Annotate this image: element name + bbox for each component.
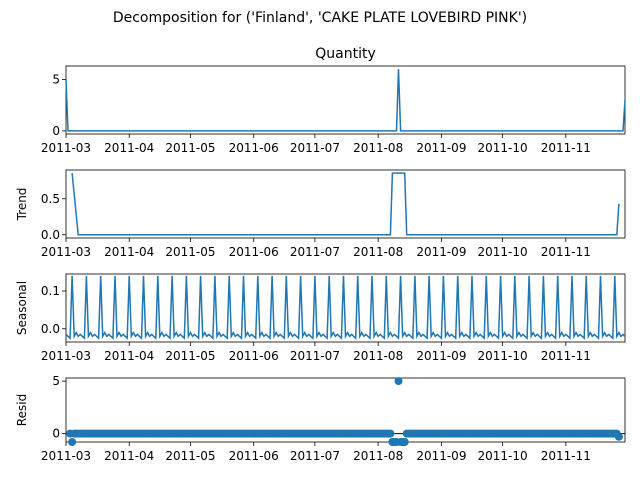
- series-line: [65, 275, 626, 340]
- xtick-label: 2011-11: [541, 449, 591, 463]
- plot-frame: [65, 169, 626, 239]
- xtick-label: 2011-05: [165, 245, 215, 259]
- xtick-label: 2011-04: [104, 449, 154, 463]
- xtick-label: 2011-07: [290, 349, 340, 363]
- scatter-point: [386, 429, 395, 438]
- plot-frame: [65, 65, 626, 135]
- xtick-label: 2011-03: [41, 349, 91, 363]
- ytick-label: 5: [52, 374, 60, 388]
- xtick-label: 2011-05: [165, 449, 215, 463]
- ytick-label: 0: [52, 124, 60, 138]
- xtick-label: 2011-05: [165, 141, 215, 155]
- xtick-label: 2011-11: [541, 349, 591, 363]
- xtick-label: 2011-06: [229, 349, 279, 363]
- ylabel: Seasonal: [15, 281, 29, 335]
- series-line: [65, 69, 626, 132]
- panel-2: Seasonal 0.0 0.1 2011-03 2011-04 2011-05 2011-…: [15, 273, 626, 363]
- xtick-label: 2011-10: [478, 141, 528, 155]
- xtick-label: 2011-03: [41, 449, 91, 463]
- scatter-point: [400, 438, 409, 446]
- xtick-label: 2011-03: [41, 141, 91, 155]
- scatter-point: [68, 438, 77, 446]
- xtick-label: 2011-03: [41, 245, 91, 259]
- xtick-label: 2011-09: [416, 141, 466, 155]
- panel-0: Quantity 0 5 2011-03 2011-04 2011-05 2011-06 20…: [41, 46, 626, 155]
- xtick-label: 2011-06: [229, 449, 279, 463]
- xtick-label: 2011-06: [229, 245, 279, 259]
- plot-frame: [65, 377, 626, 443]
- xtick-label: 2011-10: [478, 349, 528, 363]
- xtick-label: 2011-05: [165, 349, 215, 363]
- panel-1: Trend 0.0 0.5 2011-03 2011-04 2011-05 2011-06 2…: [15, 169, 626, 259]
- xtick-label: 2011-04: [104, 245, 154, 259]
- panel-3: Resid 0 5 2011-03 2011-04 2011-05 2011-06 2011-…: [15, 374, 626, 463]
- ytick-label: 0.0: [41, 228, 60, 242]
- xtick-label: 2011-07: [290, 141, 340, 155]
- xtick-label: 2011-08: [353, 349, 403, 363]
- xtick-label: 2011-09: [416, 245, 466, 259]
- xtick-label: 2011-09: [416, 449, 466, 463]
- xtick-label: 2011-08: [353, 141, 403, 155]
- series-line: [71, 172, 620, 236]
- xtick-label: 2011-10: [478, 449, 528, 463]
- ylabel: Trend: [15, 188, 29, 222]
- xtick-label: 2011-04: [104, 349, 154, 363]
- ylabel: Resid: [15, 394, 29, 426]
- panel-title: Quantity: [315, 46, 376, 62]
- xtick-label: 2011-07: [290, 245, 340, 259]
- xtick-label: 2011-06: [229, 141, 279, 155]
- figure-suptitle: Decomposition for ('Finland', 'CAKE PLAT…: [113, 10, 527, 26]
- scatter-point: [614, 432, 623, 441]
- ytick-label: 0.5: [41, 192, 60, 206]
- scatter-point: [394, 377, 403, 386]
- xtick-label: 2011-08: [353, 245, 403, 259]
- ytick-label: 0.1: [41, 284, 60, 298]
- ytick-label: 0.0: [41, 322, 60, 336]
- xtick-label: 2011-11: [541, 141, 591, 155]
- xtick-label: 2011-07: [290, 449, 340, 463]
- ytick-label: 0: [52, 427, 60, 441]
- xtick-label: 2011-10: [478, 245, 528, 259]
- xtick-label: 2011-04: [104, 141, 154, 155]
- ytick-label: 5: [52, 72, 60, 86]
- xtick-label: 2011-11: [541, 245, 591, 259]
- xtick-label: 2011-09: [416, 349, 466, 363]
- plot-frame: [65, 273, 626, 343]
- panels: Quantity 0 5 2011-03 2011-04 2011-05 2011-06 20…: [15, 46, 626, 463]
- xtick-label: 2011-08: [353, 449, 403, 463]
